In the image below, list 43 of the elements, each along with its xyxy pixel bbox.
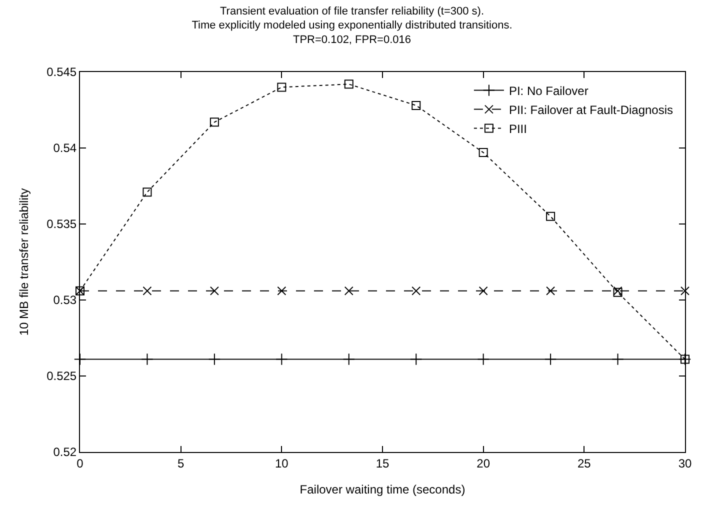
point <box>142 286 152 296</box>
x-tick-label: 20 <box>476 456 490 470</box>
chart-title: Transient evaluation of file transfer reliability (t=300 s). Time explicitly modeled using exponentially distributed transitions. TPR=0.102, FPR=0.016 <box>192 5 512 46</box>
point <box>344 286 354 296</box>
x-tick-label: 10 <box>274 456 289 470</box>
x-tick-label: 0 <box>76 456 84 470</box>
point <box>142 188 152 197</box>
point <box>478 148 488 158</box>
x-tick-label: 15 <box>376 456 390 470</box>
legend-label: PI: No Failover <box>508 84 588 98</box>
legend-label: PIII <box>508 122 527 136</box>
point <box>412 100 421 110</box>
point <box>477 353 490 366</box>
point <box>210 118 219 127</box>
x-tick-label: 5 <box>177 456 184 470</box>
y-tick-label: 0.525 <box>46 369 77 384</box>
y-tick-label: 0.53 <box>53 293 77 308</box>
point <box>208 353 221 366</box>
y-tick-label: 0.52 <box>53 445 77 460</box>
point <box>277 286 286 296</box>
y-tick-label: 0.54 <box>53 141 77 156</box>
point <box>74 353 86 366</box>
y-tick-label: 0.535 <box>46 217 77 232</box>
point <box>141 353 154 366</box>
x-tick-label: 25 <box>577 456 592 470</box>
point <box>410 353 422 366</box>
point <box>344 80 354 89</box>
point <box>342 353 355 366</box>
x-tick-label: 30 <box>678 456 692 470</box>
point <box>210 286 219 296</box>
point <box>546 212 556 221</box>
y-axis-title: 10 MB file transfer reliability <box>16 188 31 336</box>
y-tick-label: 0.545 <box>46 65 77 80</box>
point <box>544 353 557 366</box>
point <box>277 82 286 92</box>
point <box>276 353 288 366</box>
point <box>478 286 488 296</box>
point <box>680 286 690 296</box>
legend-label: PII: Failover at Fault-Diagnosis <box>508 102 674 117</box>
x-axis-title: Failover waiting time (seconds) <box>300 482 466 496</box>
point <box>412 286 421 296</box>
point <box>612 353 624 366</box>
point <box>546 286 556 296</box>
